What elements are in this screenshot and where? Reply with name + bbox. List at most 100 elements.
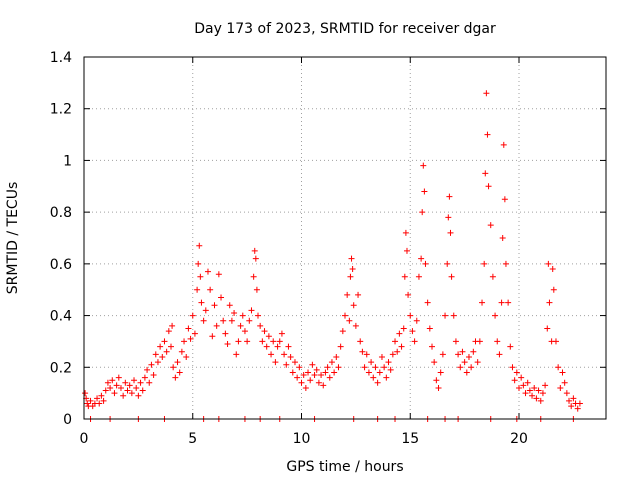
data-points — [82, 90, 583, 422]
data-point — [176, 369, 183, 376]
data-point — [531, 384, 538, 391]
y-tick-label: 1 — [63, 153, 72, 169]
data-point — [461, 359, 468, 366]
data-point — [291, 359, 298, 366]
data-point — [98, 392, 105, 399]
data-point — [374, 379, 381, 386]
data-point — [479, 299, 486, 306]
data-point — [511, 377, 518, 384]
data-point — [300, 372, 307, 379]
data-point — [165, 328, 172, 335]
data-point — [409, 328, 416, 335]
data-point — [505, 299, 512, 306]
data-point — [537, 397, 544, 404]
data-point — [401, 273, 408, 280]
data-point — [507, 343, 514, 350]
data-point — [298, 379, 305, 386]
data-point — [215, 271, 222, 278]
data-point — [144, 366, 151, 373]
data-point — [489, 273, 496, 280]
data-point — [248, 307, 255, 314]
data-point — [549, 266, 556, 273]
data-point — [185, 325, 192, 332]
data-point — [307, 377, 314, 384]
data-point — [385, 359, 392, 366]
data-point — [87, 397, 94, 404]
data-point — [429, 343, 435, 350]
data-point — [483, 90, 490, 97]
data-point — [419, 209, 426, 216]
data-point — [252, 255, 259, 262]
data-point — [344, 291, 351, 298]
data-point — [239, 312, 246, 319]
data-point — [178, 348, 185, 355]
data-point — [365, 369, 372, 376]
data-point — [289, 369, 296, 376]
data-point — [152, 351, 159, 358]
data-point — [84, 400, 91, 407]
data-point — [346, 317, 353, 324]
data-point — [324, 364, 331, 371]
data-point — [476, 338, 483, 345]
data-point — [261, 328, 268, 335]
data-point — [276, 338, 283, 345]
data-point — [109, 377, 116, 384]
data-point — [339, 328, 346, 335]
data-point — [561, 379, 568, 386]
data-point — [122, 379, 129, 386]
data-point — [200, 317, 207, 324]
data-point — [320, 382, 327, 389]
data-point — [355, 291, 362, 298]
data-point — [437, 369, 444, 376]
data-point — [457, 364, 464, 371]
y-tick-label: 0.4 — [50, 309, 72, 325]
data-point — [535, 387, 542, 394]
data-point — [496, 351, 503, 358]
data-point — [378, 353, 385, 360]
data-point — [413, 317, 420, 324]
data-point — [131, 377, 138, 384]
data-point — [211, 302, 218, 309]
data-point — [570, 395, 577, 402]
data-point — [259, 338, 266, 345]
data-point — [224, 341, 231, 348]
data-point — [255, 312, 261, 319]
data-point — [446, 193, 453, 200]
data-point — [448, 273, 455, 280]
data-point — [563, 390, 570, 397]
data-point — [337, 343, 344, 350]
data-point — [218, 294, 225, 301]
data-point — [172, 374, 179, 381]
data-point — [100, 397, 107, 404]
data-point — [435, 384, 442, 391]
data-point — [150, 372, 157, 379]
data-point — [566, 397, 573, 404]
data-point — [455, 351, 462, 358]
data-point — [394, 348, 401, 355]
data-point — [444, 260, 451, 267]
data-point — [231, 309, 238, 316]
data-point — [350, 302, 357, 309]
data-point — [524, 379, 531, 386]
data-point — [533, 395, 540, 402]
data-point — [470, 348, 477, 355]
data-point — [463, 369, 470, 376]
data-point — [265, 333, 272, 340]
data-point — [347, 273, 354, 280]
data-point — [442, 312, 449, 319]
data-point — [348, 255, 355, 262]
plot-frame — [83, 56, 607, 420]
y-tick-label: 0.8 — [50, 205, 72, 221]
data-point — [233, 351, 240, 358]
data-point — [196, 242, 203, 249]
data-point — [484, 131, 491, 138]
data-point — [107, 384, 114, 391]
data-point — [576, 400, 583, 407]
data-point — [168, 343, 174, 350]
data-point — [342, 312, 348, 319]
grid-lines — [84, 57, 606, 419]
data-point — [148, 361, 155, 368]
data-point — [474, 359, 481, 366]
x-axis-label: GPS time / hours — [286, 459, 403, 475]
